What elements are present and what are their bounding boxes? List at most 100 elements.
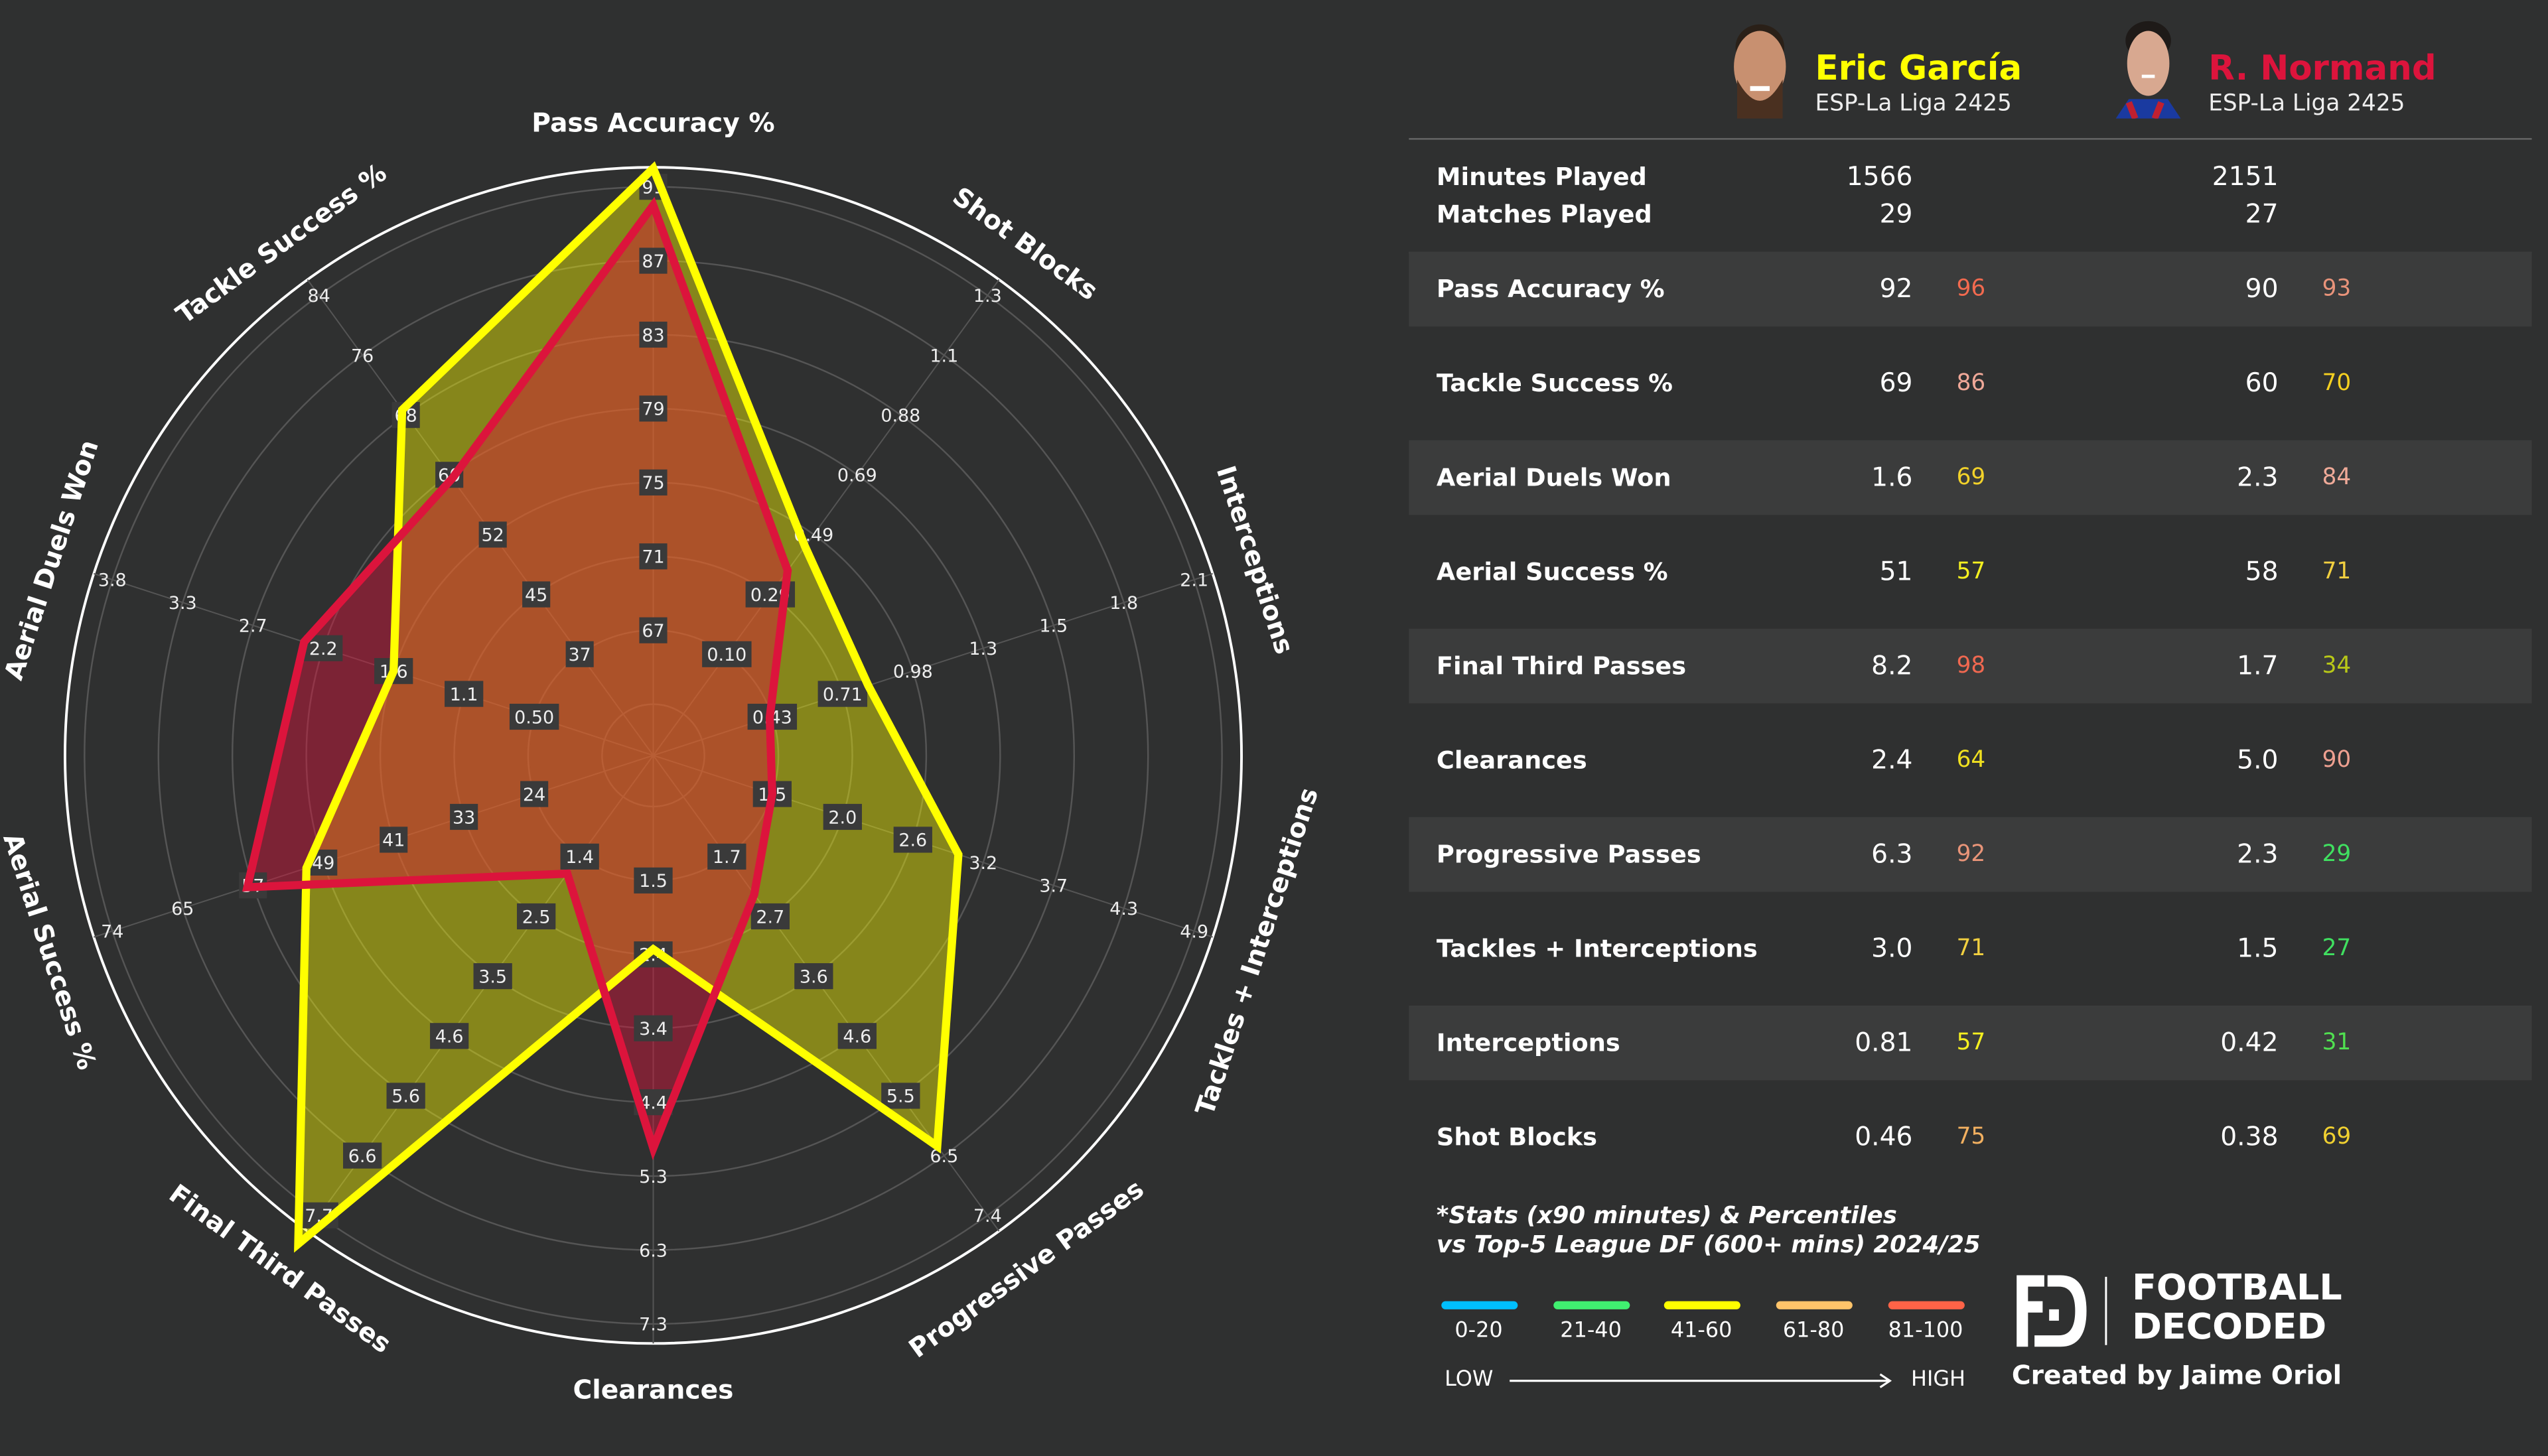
tick-label-text: 1.5 [1039,616,1068,637]
tick-label-text: 1.1 [930,346,958,366]
tick-label-text: 33 [453,807,475,828]
axis-label: Tackle Success % [171,158,393,330]
stat-label: Progressive Passes [1436,840,1701,870]
tick-label: 76 [351,346,374,366]
tick-label: 5.6 [386,1083,425,1109]
tick-label: 7.4 [973,1206,1002,1226]
tick-label: 65 [171,899,194,919]
tick-label-text: 1.3 [969,639,997,659]
series-1-area [298,168,959,1244]
tick-label-text: 7.4 [973,1206,1002,1226]
tick-label: 3.3 [169,593,197,614]
tick-label: 2.1 [1180,570,1208,591]
axis-spoke [653,754,1213,938]
tick-label: 79 [639,395,668,422]
player-2-percentile: 70 [2322,370,2352,397]
player-2-stat-value: 60 [2245,367,2279,399]
tick-label-box [520,781,549,807]
tick-label: 2.7 [750,903,790,930]
player-2-percentile: 27 [2322,935,2352,962]
player-1-stat-value: 69 [1879,367,1913,399]
tick-label-text: 4.6 [435,1027,464,1047]
tick-label-box [517,903,556,930]
tick-label-text: 3.8 [98,570,127,591]
player-2-stat-value: 0.42 [2220,1026,2279,1058]
tick-label: 0.50 [509,703,559,730]
tick-label: 2.5 [517,903,556,930]
tick-label: 3.2 [969,853,997,874]
tick-label-text: 4.9 [1180,921,1208,942]
tick-label-box [639,321,668,348]
legend-range-label: 21-40 [1560,1319,1622,1344]
player-1-stat-value: 1.6 [1871,461,1913,493]
tick-label-text: 0.69 [837,466,877,486]
player-1-percentile: 64 [1956,747,1986,773]
header-divider [1409,138,2532,140]
tick-label-box [639,469,668,496]
tick-label: 3.5 [473,963,512,990]
tick-label-text: 84 [308,286,330,306]
tick-label: 0.71 [817,681,868,707]
football-decoded-logo-icon [2017,1275,2107,1347]
tick-label-text: 45 [525,585,547,606]
tick-label-box [560,843,599,870]
tick-label-text: 24 [523,785,545,805]
player-1-percentile: 96 [1956,276,1986,302]
tick-label-text: 1.7 [713,847,741,868]
tick-label: 6.5 [930,1146,958,1167]
tick-label: 4.3 [1109,899,1138,919]
tick-label-box [639,617,668,643]
tick-label: 0.10 [702,641,752,667]
player-1-percentile: 57 [1956,559,1986,585]
tick-label: 87 [639,247,668,274]
tick-label-text: 71 [642,547,664,568]
player-1-stat-value: 2.4 [1871,744,1913,775]
stats-panel: Eric García ESP-La Liga 2425 R. Normand … [1409,0,2532,1455]
tick-label: 1.3 [969,639,997,659]
tick-label-text: 0.98 [893,661,933,682]
axis-spoke [307,279,654,756]
tick-label-text: 3.5 [478,966,507,987]
player-2-name: R. Normand [2208,48,2437,88]
player-1-minutes: 1566 [1846,161,1913,192]
tick-label-box [478,521,507,548]
footnote-line-2: vs Top-5 League DF (600+ mins) 2024/25 [1436,1232,1981,1259]
tick-label-text: 2.6 [898,830,927,851]
tick-label-text: 4.6 [843,1027,871,1047]
brand-line-2: DECODED [2132,1307,2327,1349]
player-2-percentile: 69 [2322,1124,2352,1150]
tick-label: 71 [639,543,668,570]
axis-spoke [653,572,1213,756]
axis-label: Interceptions [1210,462,1299,658]
tick-label-box [386,1083,425,1109]
axis-spoke [94,754,654,938]
tick-label-text: 6.3 [639,1240,668,1261]
tick-label-text: 67 [642,621,664,641]
tick-label-box [445,681,484,707]
tick-label: 0.88 [881,405,920,426]
stat-label: Aerial Duels Won [1436,462,1671,493]
player-1-stat-value: 92 [1879,273,1913,304]
tick-label: 0.69 [837,466,877,486]
tick-label-text: 37 [569,645,591,665]
tick-label-box [509,703,559,730]
axis-label: Aerial Duels Won [0,436,105,684]
stat-label: Shot Blocks [1436,1122,1598,1152]
player-2-stat-value: 1.5 [2237,932,2279,964]
tick-label-box [893,827,932,853]
player-2-percentile: 84 [2322,464,2352,491]
tick-label: 2.6 [893,827,932,853]
legend-range-label: 81-100 [1888,1319,1963,1344]
tick-label-box [565,641,594,667]
stat-label: Tackles + Interceptions [1436,934,1758,964]
tick-label-box [450,803,478,830]
tick-label-box [817,681,868,707]
tick-label-text: 7.3 [639,1315,668,1335]
tick-label-text: 65 [171,899,194,919]
player-2-stat-value: 5.0 [2237,744,2279,775]
tick-label-text: 3.2 [969,853,997,874]
legend-color-swatch [1441,1301,1518,1309]
tick-label-text: 5.6 [391,1087,420,1107]
axis-label: Tackles + Interceptions [1190,784,1324,1119]
tick-label: 7.3 [639,1315,668,1335]
